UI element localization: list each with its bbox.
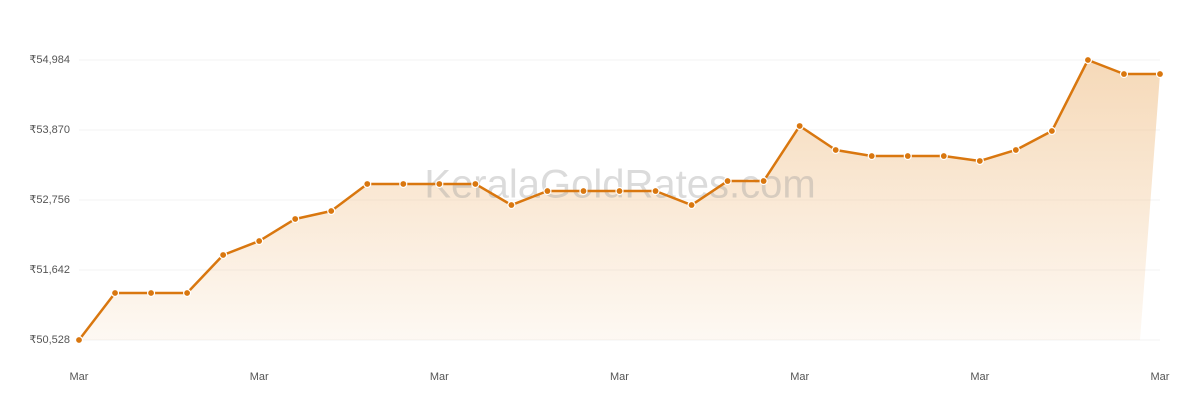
point (687, 200, 696, 210)
y-tick-label: ₹51,642 (29, 264, 70, 276)
point (255, 236, 264, 246)
x-tick-label: Mar (430, 371, 449, 383)
point (110, 288, 120, 298)
area-layer (79, 60, 1160, 340)
area (79, 60, 1160, 340)
point (759, 176, 768, 186)
x-tick-label: Mar (970, 371, 989, 383)
point (651, 186, 660, 196)
point (867, 151, 876, 161)
x-tick-label: Mar (790, 371, 809, 383)
point (146, 288, 156, 298)
point (723, 176, 732, 186)
point (74, 335, 84, 345)
y-tick-label: ₹52,756 (29, 194, 70, 206)
x-tick-label: Mar (610, 371, 629, 383)
point (183, 288, 192, 298)
point (1155, 69, 1165, 79)
point (363, 179, 372, 189)
point (795, 121, 804, 131)
watermark: KeralaGoldRates.com (424, 163, 815, 207)
point (1047, 126, 1057, 136)
point (291, 214, 300, 224)
y-tick-label: ₹50,528 (29, 334, 70, 346)
point (471, 179, 480, 189)
point (903, 151, 912, 161)
point (831, 145, 840, 155)
point (1011, 145, 1020, 155)
marks (74, 55, 1165, 345)
point (975, 156, 984, 166)
point (939, 151, 948, 161)
point (543, 186, 552, 196)
point (615, 186, 624, 196)
point (327, 206, 336, 216)
point (507, 200, 516, 210)
point (579, 186, 588, 196)
x-tick-label: Mar (1151, 371, 1170, 383)
x-tick-label: Mar (70, 371, 89, 383)
point (399, 179, 408, 189)
point (435, 179, 444, 189)
y-tick-label: ₹53,870 (29, 124, 70, 136)
x-tick-label: Mar (250, 371, 269, 383)
point (219, 250, 228, 260)
y-tick-label: ₹54,984 (29, 54, 70, 66)
point (1119, 69, 1129, 79)
point (1083, 55, 1093, 65)
